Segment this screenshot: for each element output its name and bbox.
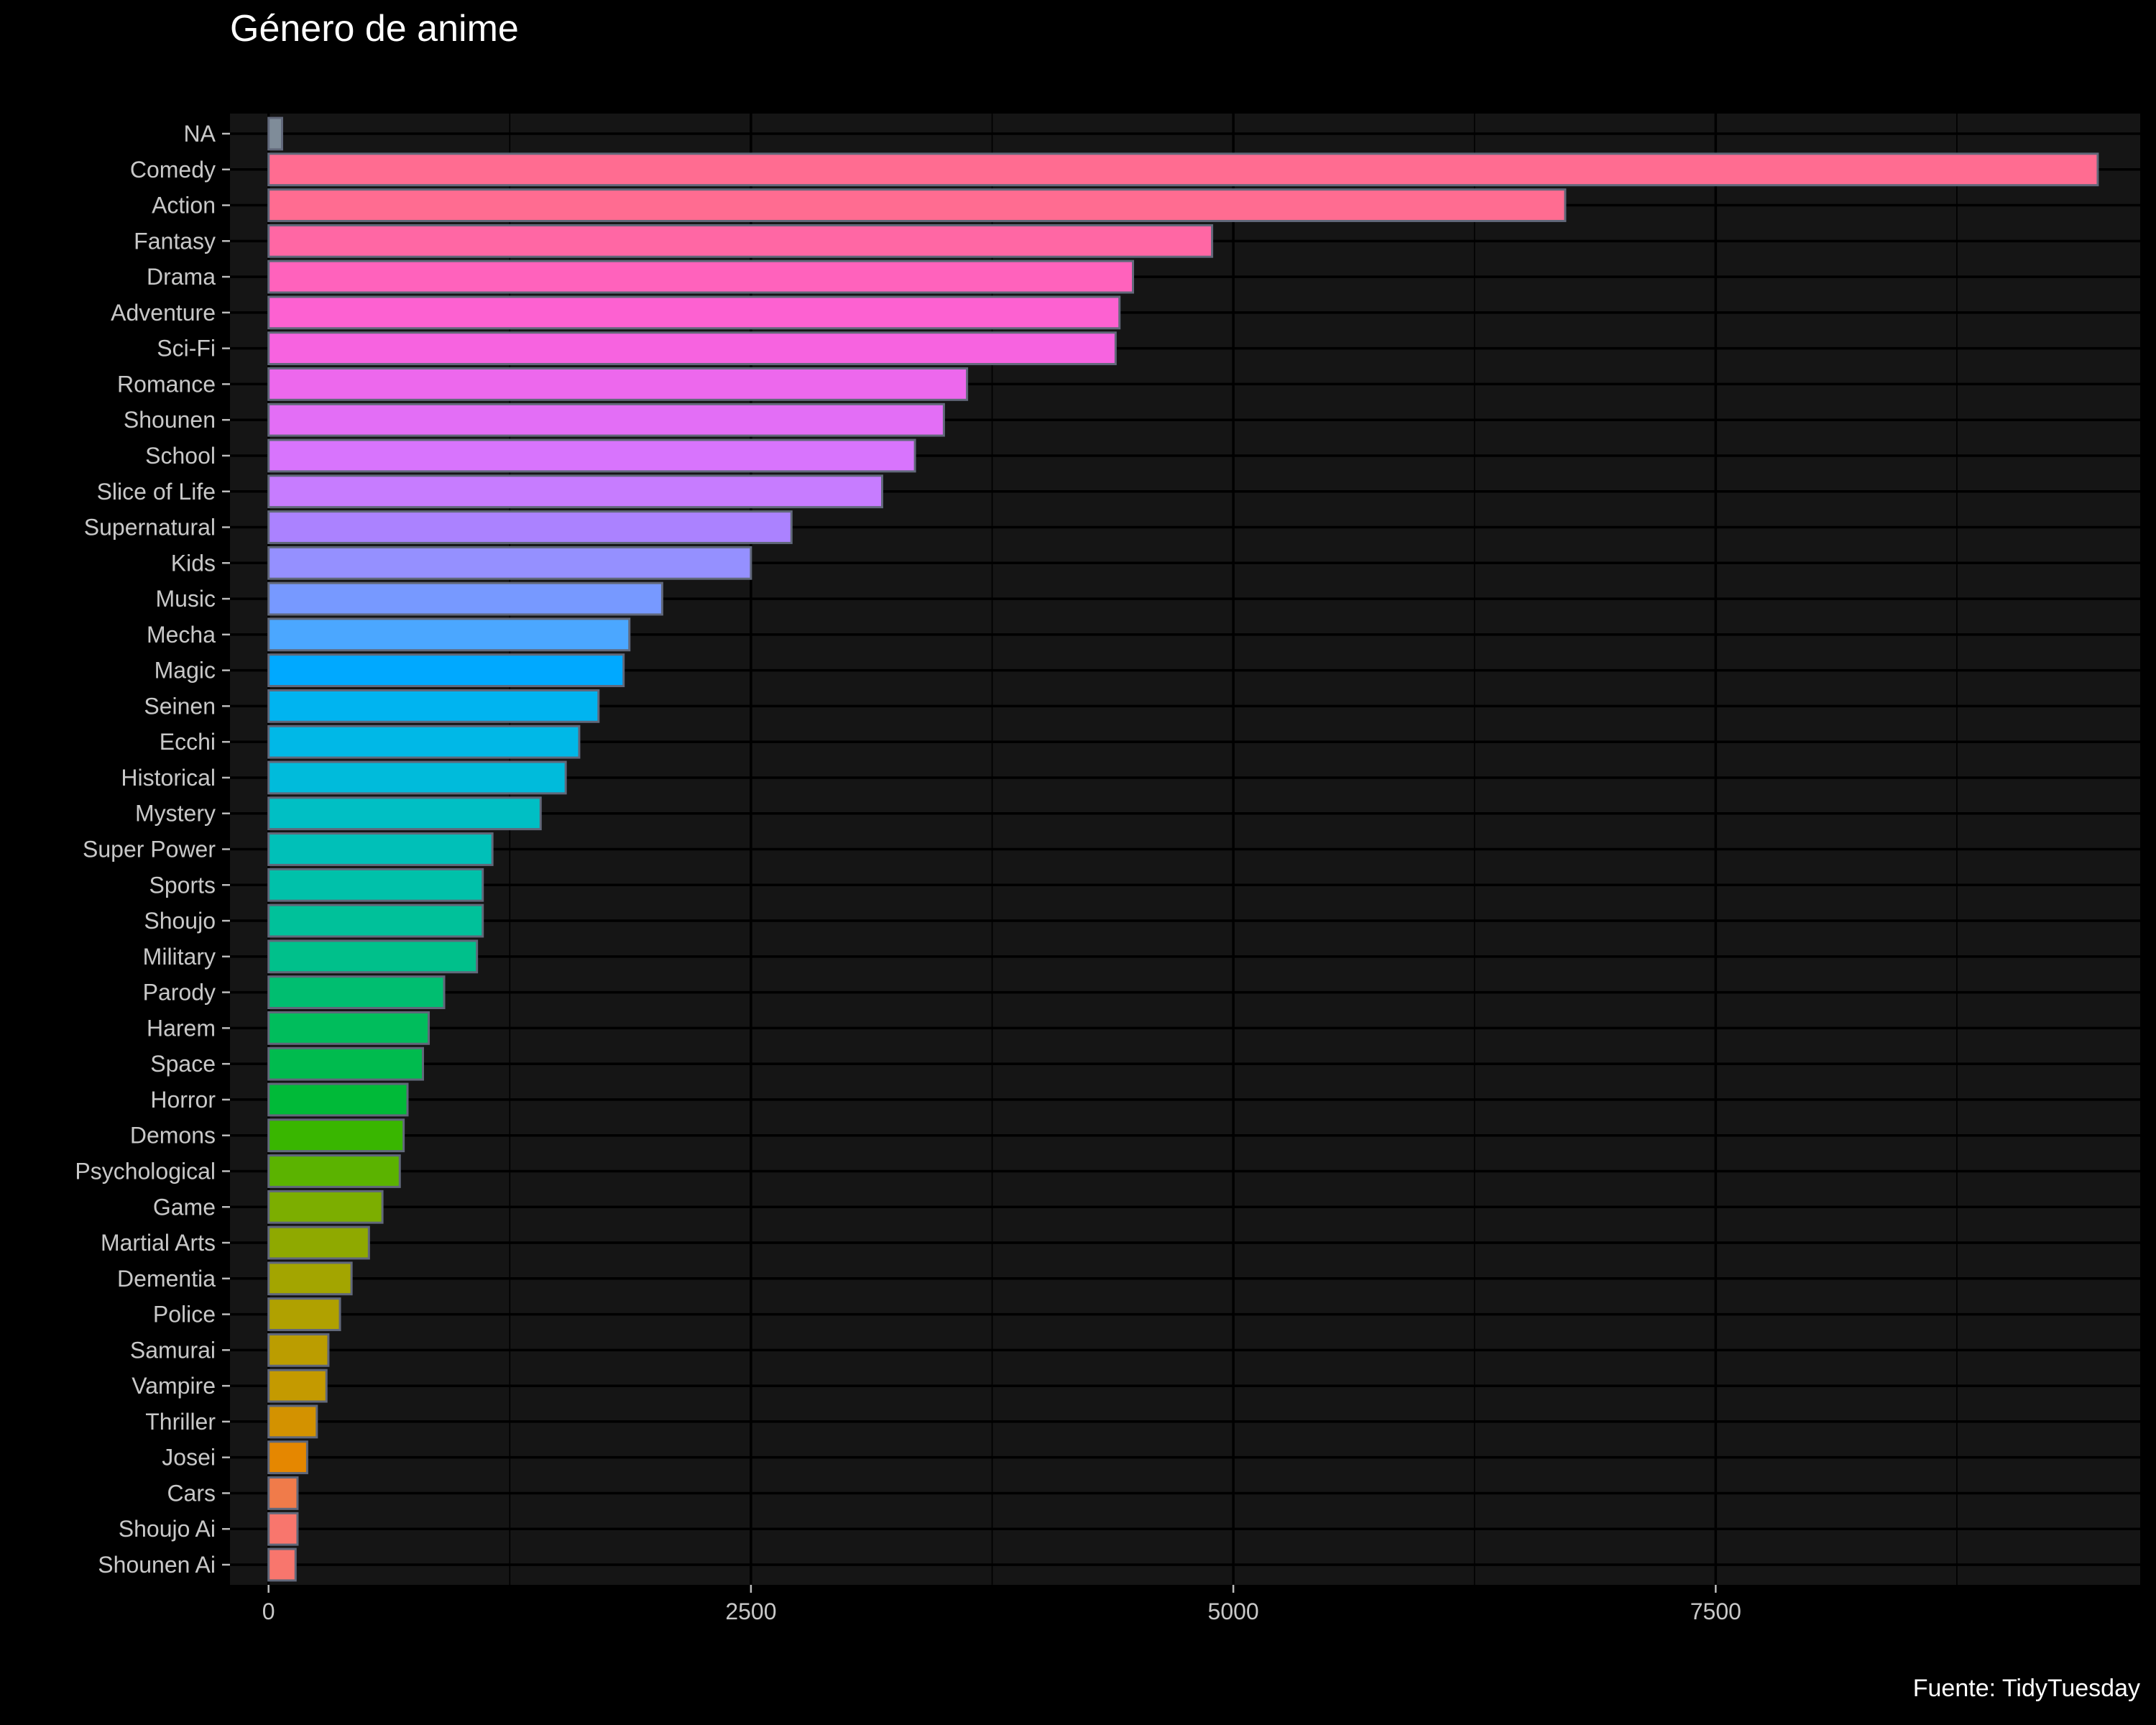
y-tick-label: Slice of Life	[97, 479, 216, 505]
y-tick-label: Supernatural	[84, 515, 216, 540]
y-tick-label: Mecha	[147, 622, 216, 648]
y-tick-label: Adventure	[111, 300, 216, 326]
bar	[267, 188, 1567, 222]
bar	[267, 295, 1121, 330]
chart-caption: Fuente: TidyTuesday	[1912, 1675, 2140, 1702]
y-tick-label: Magic	[155, 658, 216, 684]
y-tick-label: Game	[153, 1194, 216, 1220]
y-tick-label: Kids	[171, 550, 216, 576]
y-tick-label: Martial Arts	[101, 1230, 216, 1256]
y-tick-label: Demons	[130, 1123, 216, 1149]
bar	[267, 1154, 401, 1188]
bar	[267, 939, 479, 974]
bar	[267, 116, 283, 151]
y-tick-label: Cars	[167, 1480, 216, 1506]
x-tick-label: 0	[262, 1598, 275, 1624]
bar	[267, 617, 631, 652]
bar	[267, 331, 1117, 366]
y-tick-label: Mystery	[135, 801, 216, 827]
bar	[267, 868, 484, 902]
y-tick-label: Music	[155, 586, 216, 612]
y-tick-label: Psychological	[75, 1158, 216, 1184]
bar	[267, 724, 581, 759]
y-tick-label: Comedy	[130, 157, 216, 183]
y-tick-label: Military	[143, 944, 216, 970]
y-tick-label: Fantasy	[134, 228, 216, 254]
y-tick-label: Shoujo Ai	[119, 1516, 216, 1542]
bar	[267, 1011, 430, 1045]
bar	[267, 903, 484, 938]
bar	[267, 832, 494, 866]
y-tick-label: Drama	[147, 264, 216, 290]
bar	[267, 1476, 299, 1510]
y-tick-label: Horror	[150, 1087, 216, 1113]
y-tick-label: Action	[152, 193, 216, 218]
y-tick-label: Police	[153, 1302, 216, 1328]
bar	[267, 975, 446, 1010]
bar	[267, 1046, 424, 1081]
y-tick-label: Josei	[162, 1445, 216, 1471]
x-tick-label: 5000	[1208, 1598, 1259, 1624]
bar	[267, 581, 663, 616]
bar	[267, 259, 1135, 294]
y-tick-label: Shounen Ai	[98, 1552, 216, 1578]
y-tick-label: Sci-Fi	[157, 336, 216, 362]
y-tick-label: Seinen	[144, 693, 216, 719]
bar	[267, 760, 567, 795]
y-tick-label: Dementia	[117, 1266, 216, 1292]
bar	[267, 152, 2099, 187]
chart-title: Género de anime	[230, 8, 519, 50]
bar	[267, 1512, 299, 1546]
x-tick-label: 2500	[725, 1598, 776, 1624]
y-tick-label: NA	[184, 121, 216, 147]
y-tick-label: Samurai	[130, 1337, 216, 1363]
bar	[267, 1404, 318, 1439]
y-tick-label: Vampire	[132, 1373, 216, 1399]
bar	[267, 546, 752, 580]
y-tick-label: Shoujo	[144, 908, 216, 934]
bar	[267, 689, 600, 723]
bar	[267, 367, 969, 401]
bar	[267, 1440, 308, 1475]
bar	[267, 1547, 297, 1582]
y-tick-label: School	[145, 443, 216, 469]
bar	[267, 653, 625, 688]
bar	[267, 1118, 405, 1153]
bar	[267, 1333, 330, 1367]
y-tick-label: Historical	[121, 765, 216, 791]
x-tick-label: 7500	[1690, 1598, 1741, 1624]
y-tick-label: Shounen	[124, 407, 216, 433]
y-tick-label: Harem	[147, 1015, 216, 1041]
y-tick-label: Space	[150, 1051, 216, 1077]
bar	[267, 402, 945, 437]
bar	[267, 224, 1214, 258]
bar	[267, 1368, 328, 1403]
bar	[267, 1225, 370, 1260]
y-tick-label: Super Power	[83, 837, 216, 862]
y-tick-label: Romance	[117, 371, 216, 397]
bar	[267, 796, 542, 831]
bar	[267, 474, 883, 509]
bar	[267, 1082, 409, 1117]
y-tick-label: Thriller	[145, 1409, 216, 1435]
bar	[267, 510, 793, 544]
bar	[267, 438, 916, 473]
bar	[267, 1190, 384, 1224]
y-tick-label: Parody	[143, 980, 216, 1006]
bar	[267, 1261, 353, 1296]
bar	[267, 1297, 341, 1331]
y-tick-label: Ecchi	[160, 729, 216, 755]
y-tick-label: Sports	[149, 872, 216, 898]
